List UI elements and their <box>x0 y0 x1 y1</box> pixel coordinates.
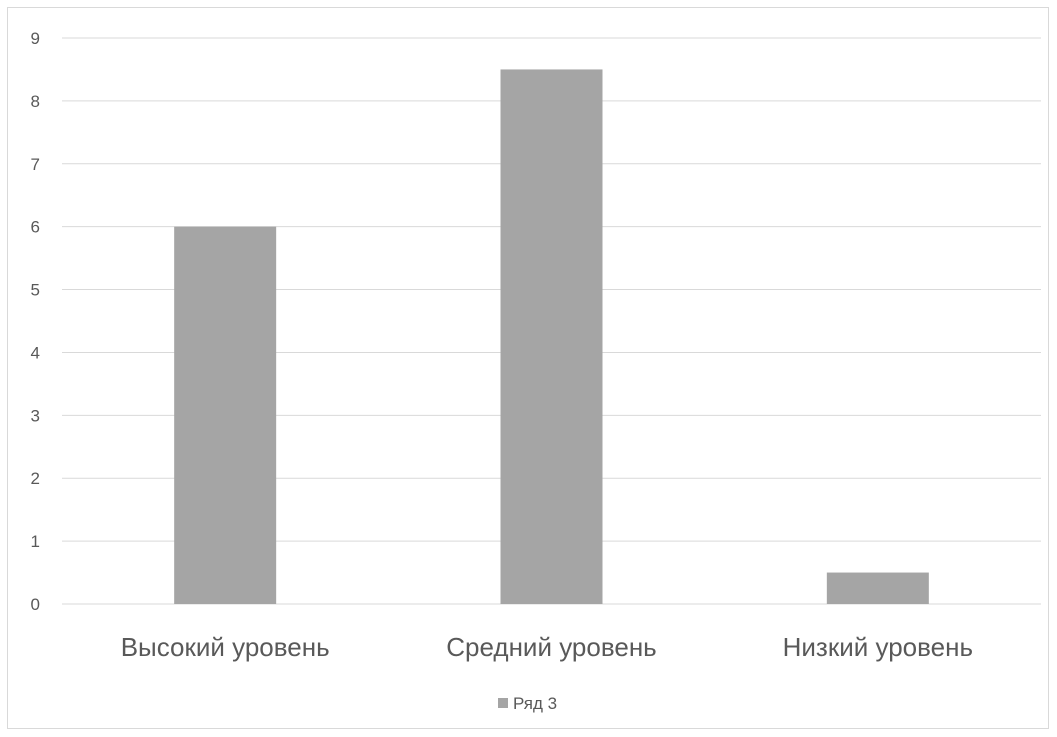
bar-3 <box>826 572 929 604</box>
y-tick-label: 2 <box>31 469 40 488</box>
y-tick-label: 4 <box>31 343 40 362</box>
y-tick-label: 7 <box>31 155 40 174</box>
legend-label: Ряд 3 <box>513 694 557 713</box>
x-tick-label: Средний уровень <box>446 632 656 662</box>
y-tick-label: 5 <box>31 281 40 300</box>
legend: Ряд 3 <box>498 694 557 713</box>
x-tick-label: Высокий уровень <box>121 632 330 662</box>
x-axis-labels: Высокий уровень Средний уровень Низкий уро… <box>121 632 973 662</box>
y-tick-label: 6 <box>31 218 40 237</box>
legend-swatch <box>498 698 508 708</box>
bar-1 <box>174 226 277 604</box>
bars <box>174 69 929 604</box>
y-tick-label: 0 <box>31 595 40 614</box>
y-tick-label: 9 <box>31 29 40 48</box>
y-axis-ticks: 0 1 2 3 4 5 6 7 8 9 <box>31 29 40 614</box>
y-tick-label: 3 <box>31 406 40 425</box>
y-tick-label: 1 <box>31 532 40 551</box>
bar-2 <box>500 69 603 604</box>
x-tick-label: Низкий уровень <box>783 632 973 662</box>
y-tick-label: 8 <box>31 92 40 111</box>
